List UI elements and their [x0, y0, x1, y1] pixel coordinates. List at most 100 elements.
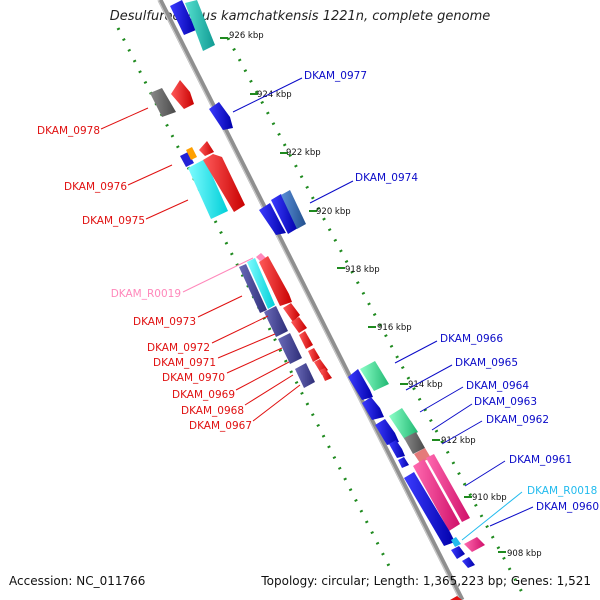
gene-label-dkam-0972: DKAM_0972 — [147, 342, 210, 354]
gene-arrow — [320, 368, 332, 381]
gene-label-dkam-r0019: DKAM_R0019 — [111, 288, 181, 300]
gene-label-dkam-0961: DKAM_0961 — [509, 454, 572, 466]
left-strand-features — [150, 80, 332, 388]
gene-arrow — [462, 557, 475, 568]
rna-marker — [451, 537, 461, 547]
gene-block — [186, 147, 197, 160]
gene-arrow — [171, 80, 194, 109]
gene-arrow — [451, 546, 465, 559]
gene-block — [170, 0, 196, 35]
tick-label: 910 kbp — [472, 493, 507, 503]
gene-arrow — [199, 141, 214, 156]
leader-line — [235, 361, 290, 391]
leader-line — [309, 180, 354, 204]
gene-arrow — [299, 331, 313, 349]
gene-block — [295, 363, 315, 388]
leader-line — [226, 347, 283, 374]
right-strand-features — [170, 0, 485, 600]
tick-label: 908 kbp — [507, 549, 542, 559]
tick-label: 920 kbp — [316, 207, 351, 217]
tick-label: 926 kbp — [229, 31, 264, 41]
gene-block — [264, 306, 288, 337]
gene-block — [413, 459, 460, 531]
gene-arrow — [404, 472, 455, 546]
gene-arrow — [203, 154, 245, 212]
coordinate-ticks: 926 kbp 924 kbp 922 kbp 920 kbp 918 kbp … — [220, 31, 542, 559]
gene-block — [278, 333, 302, 364]
gene-label-dkam-0973: DKAM_0973 — [133, 316, 196, 328]
gene-block — [404, 432, 425, 454]
gene-block — [360, 361, 389, 391]
leader-line — [461, 491, 523, 541]
gene-label-dkam-0975: DKAM_0975 — [82, 215, 145, 227]
gene-label-dkam-0977: DKAM_0977 — [304, 70, 367, 82]
tick-label: 916 kbp — [377, 323, 412, 333]
genome-backbone-highlight — [157, 0, 461, 600]
gene-arrow — [291, 317, 307, 333]
leader-line — [431, 403, 473, 431]
gene-label-dkam-0960: DKAM_0960 — [536, 501, 599, 513]
leader-line — [197, 295, 243, 318]
gene-label-dkam-0966: DKAM_0966 — [440, 333, 503, 345]
gene-label-dkam-0974: DKAM_0974 — [355, 172, 418, 184]
gene-block — [185, 0, 215, 51]
tick-label: 924 kbp — [257, 90, 292, 100]
gene-label-dkam-0971: DKAM_0971 — [153, 357, 216, 369]
leader-line — [182, 257, 254, 293]
right-gene-labels: DKAM_0977 DKAM_0974 DKAM_0966 DKAM_0965 … — [232, 70, 599, 541]
gene-arrow — [209, 102, 233, 130]
leader-line — [464, 460, 506, 487]
leader-line — [211, 315, 269, 344]
gene-arrow — [259, 203, 286, 235]
tick-label: 914 kbp — [408, 380, 443, 390]
leader-line — [252, 384, 301, 422]
leader-line — [100, 107, 149, 130]
gene-label-dkam-0969: DKAM_0969 — [172, 389, 235, 401]
tick-label: 918 kbp — [345, 265, 380, 275]
leader-line — [232, 77, 303, 113]
gene-arrow — [259, 256, 292, 306]
gene-label-dkam-r0018: DKAM_R0018 — [527, 485, 597, 497]
gene-block — [247, 258, 275, 309]
gene-block — [271, 194, 298, 234]
tick-label: 922 kbp — [286, 148, 321, 158]
gene-label-dkam-0964: DKAM_0964 — [466, 380, 529, 392]
gene-label-dkam-0967: DKAM_0967 — [189, 420, 252, 432]
accession-text: Accession: NC_011766 — [9, 574, 146, 588]
right-dotted-track — [226, 37, 527, 599]
gene-label-dkam-0978: DKAM_0978 — [37, 125, 100, 137]
gene-label-dkam-0965: DKAM_0965 — [455, 357, 518, 369]
left-gene-labels: DKAM_0978 DKAM_0976 DKAM_0975 DKAM_R0019… — [37, 107, 301, 432]
leader-line — [441, 420, 483, 445]
tick-label: 912 kbp — [441, 436, 476, 446]
leader-line — [145, 199, 189, 220]
genome-backbone — [157, 0, 465, 600]
gene-label-dkam-0976: DKAM_0976 — [64, 181, 127, 193]
gene-block — [150, 88, 176, 117]
gene-arrow — [398, 457, 409, 468]
gene-block — [188, 159, 228, 219]
gene-arrow — [389, 440, 405, 458]
gene-block — [426, 454, 470, 522]
leader-line — [489, 506, 534, 527]
gene-block — [180, 152, 194, 167]
leader-line — [127, 164, 173, 186]
gene-arrow — [362, 397, 384, 420]
gene-arrow — [450, 596, 462, 600]
genome-summary-text: Topology: circular; Length: 1,365,223 bp… — [261, 574, 591, 588]
gene-arrow — [348, 369, 373, 400]
gene-label-dkam-0963: DKAM_0963 — [474, 396, 537, 408]
leader-line — [394, 340, 438, 364]
gene-arrow — [308, 348, 320, 362]
gene-block — [281, 190, 306, 229]
gene-block — [464, 537, 485, 552]
gene-label-dkam-0962: DKAM_0962 — [486, 414, 549, 426]
leader-line — [405, 364, 453, 391]
gene-block — [239, 264, 267, 313]
leader-line — [244, 374, 294, 406]
gene-block — [389, 408, 418, 440]
gene-label-dkam-0970: DKAM_0970 — [162, 372, 225, 384]
leader-line — [217, 333, 276, 359]
gene-arrow — [375, 419, 399, 445]
